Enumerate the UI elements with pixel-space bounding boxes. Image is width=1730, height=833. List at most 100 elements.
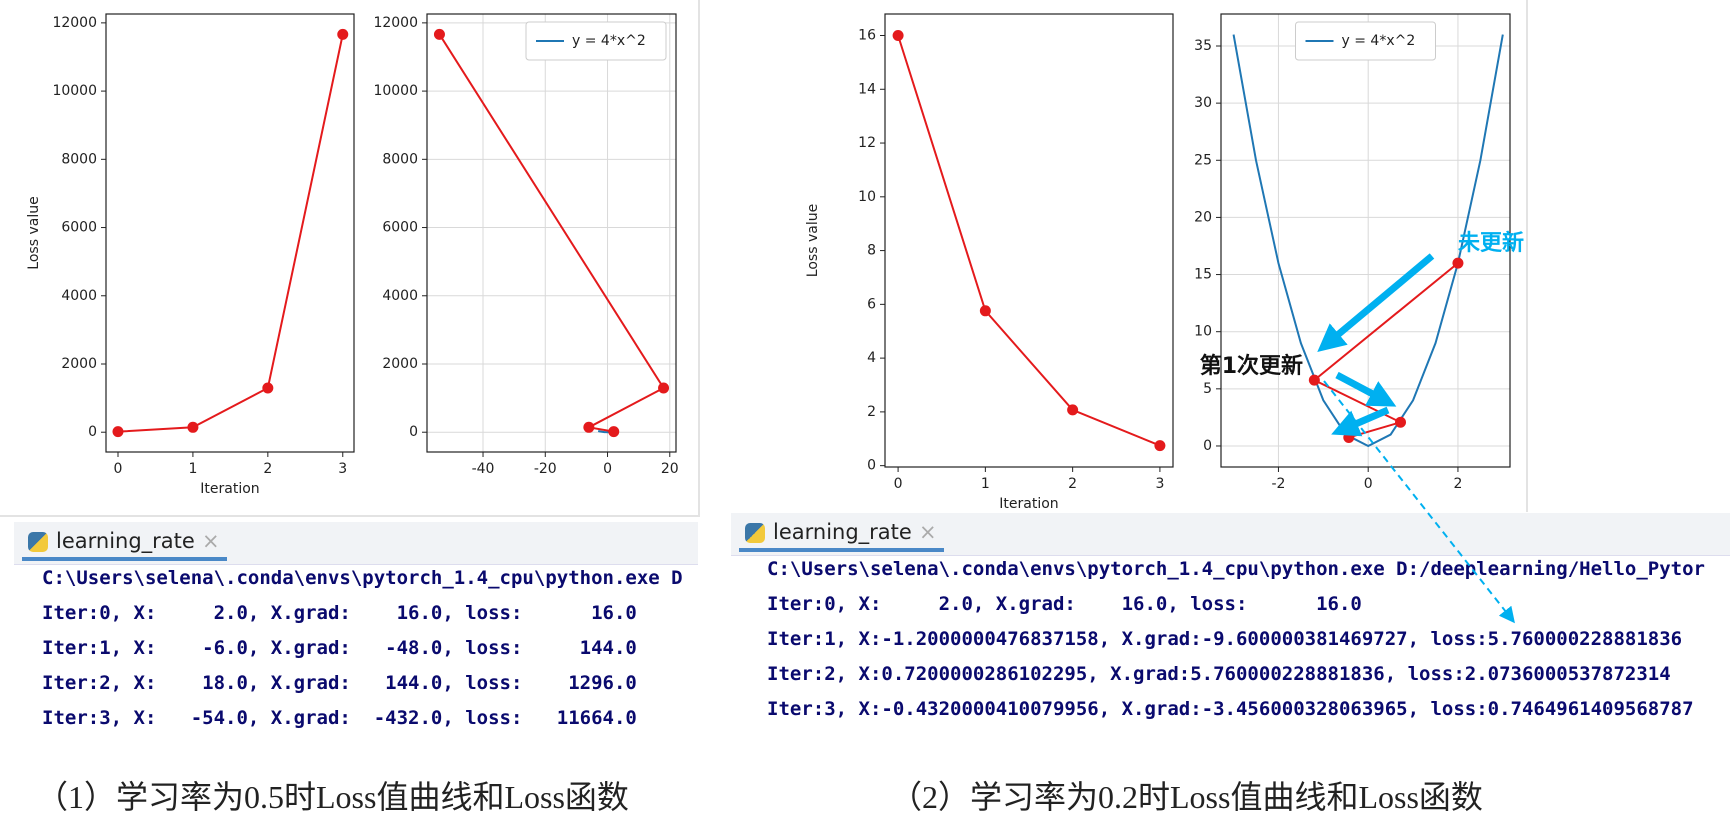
plot-area bbox=[438, 33, 665, 434]
y-tick-label: 14 bbox=[858, 81, 876, 97]
point bbox=[1067, 404, 1079, 416]
axes-frame bbox=[105, 13, 355, 453]
x-axis-label: Iteration bbox=[999, 496, 1058, 512]
x-tick-label: 20 bbox=[661, 461, 679, 477]
arrow bbox=[1331, 406, 1390, 437]
y-tick-label: 0 bbox=[1203, 438, 1212, 454]
y-tick-label: 12000 bbox=[52, 15, 97, 31]
y-tick-label: 2 bbox=[867, 404, 876, 420]
point bbox=[892, 30, 904, 42]
figure-panel bbox=[820, 0, 1528, 512]
x-tick-label: 1 bbox=[981, 476, 990, 492]
x-tick-label: 0 bbox=[894, 476, 903, 492]
legend-label: y = 4*x^2 bbox=[572, 33, 646, 49]
x-tick-label: 2 bbox=[263, 461, 272, 477]
y-tick-label: 8000 bbox=[61, 151, 97, 167]
point bbox=[337, 28, 349, 40]
arrow bbox=[1335, 371, 1397, 407]
axes-frame bbox=[1220, 13, 1511, 468]
y-tick-label: 2000 bbox=[382, 356, 418, 372]
series-line bbox=[1312, 262, 1459, 439]
legend-box bbox=[1295, 21, 1436, 61]
legend-label: y = 4*x^2 bbox=[1342, 33, 1416, 49]
console-line: Iter:0, X: 2.0, X.grad: 16.0, loss: 16.0 bbox=[42, 602, 637, 624]
x-tick-label: 1 bbox=[188, 461, 197, 477]
tab[interactable]: learning_rate bbox=[739, 513, 944, 552]
point bbox=[262, 382, 274, 394]
y-axis-label: Loss value bbox=[805, 204, 821, 277]
y-axis-label: Loss value bbox=[26, 196, 42, 269]
x-tick-label: -2 bbox=[1271, 476, 1285, 492]
y-tick-label: 0 bbox=[867, 458, 876, 474]
tab[interactable]: learning_rate bbox=[22, 522, 227, 561]
y-tick-label: 10 bbox=[858, 189, 876, 205]
x-tick-label: 0 bbox=[114, 461, 123, 477]
point bbox=[583, 421, 595, 433]
y-tick-label: 12 bbox=[858, 135, 876, 151]
series-line bbox=[897, 35, 1161, 447]
x-tick-label: 3 bbox=[1155, 476, 1164, 492]
console: learning_rate C:\Users\selena\.conda\env… bbox=[731, 513, 1730, 733]
tab-bar: learning_rate bbox=[14, 522, 698, 565]
console-line: Iter:0, X: 2.0, X.grad: 16.0, loss: 16.0 bbox=[767, 593, 1362, 615]
caption: （2）学习率为0.2时Loss值曲线和Loss函数 bbox=[890, 779, 1483, 815]
point bbox=[1308, 374, 1320, 386]
y-tick-label: 10000 bbox=[52, 83, 97, 99]
point bbox=[1395, 416, 1407, 428]
annotation: 第1次更新 bbox=[1200, 353, 1303, 379]
series-line bbox=[117, 34, 344, 433]
point bbox=[112, 426, 124, 438]
x-axis-label: Iteration bbox=[200, 481, 259, 497]
x-tick-label: 2 bbox=[1068, 476, 1077, 492]
console-line: C:\Users\selena\.conda\envs\pytorch_1.4_… bbox=[767, 558, 1705, 580]
series-line bbox=[438, 33, 665, 433]
y-tick-label: 12000 bbox=[373, 15, 418, 31]
x-tick-label: 2 bbox=[1453, 476, 1462, 492]
y-tick-label: 6 bbox=[867, 296, 876, 312]
y-tick-label: 4000 bbox=[382, 288, 418, 304]
caption: （1）学习率为0.5时Loss值曲线和Loss函数 bbox=[36, 779, 629, 815]
console-line: Iter:1, X:-1.2000000476837158, X.grad:-9… bbox=[767, 628, 1683, 650]
x-tick-label: 3 bbox=[338, 461, 347, 477]
y-tick-label: 4 bbox=[867, 350, 876, 366]
axes-frame bbox=[884, 13, 1174, 468]
console-line: C:\Users\selena\.conda\envs\pytorch_1.4_… bbox=[42, 567, 683, 589]
arrow bbox=[1317, 253, 1435, 352]
point bbox=[1343, 431, 1355, 443]
y-tick-label: 8000 bbox=[382, 151, 418, 167]
point bbox=[187, 421, 199, 433]
console: learning_rate C:\Users\selena\.conda\env… bbox=[14, 522, 698, 733]
point bbox=[1154, 440, 1166, 452]
annotation: 未更新 bbox=[1458, 230, 1524, 256]
y-tick-label: 15 bbox=[1194, 267, 1212, 283]
point bbox=[608, 426, 620, 438]
y-tick-label: 25 bbox=[1194, 152, 1212, 168]
tab-bar: learning_rate bbox=[731, 513, 1730, 556]
y-tick-label: 6000 bbox=[382, 220, 418, 236]
y-tick-label: 5 bbox=[1203, 381, 1212, 397]
y-tick-label: 0 bbox=[88, 424, 97, 440]
y-tick-label: 2000 bbox=[61, 356, 97, 372]
x-tick-label: 0 bbox=[1364, 476, 1373, 492]
y-tick-label: 35 bbox=[1194, 38, 1212, 54]
x-tick-label: -20 bbox=[534, 461, 557, 477]
y-tick-label: 0 bbox=[409, 424, 418, 440]
console-line: Iter:3, X:-0.4320000410079956, X.grad:-3… bbox=[767, 698, 1694, 720]
y-tick-label: 20 bbox=[1194, 209, 1212, 225]
plot-area bbox=[897, 35, 1161, 447]
point bbox=[433, 28, 445, 40]
dashed-arrow bbox=[1323, 380, 1515, 624]
y-tick-label: 8 bbox=[867, 243, 876, 259]
legend-box bbox=[525, 21, 667, 61]
y-tick-label: 10000 bbox=[373, 83, 418, 99]
point bbox=[1452, 257, 1464, 269]
console-line: Iter:3, X: -54.0, X.grad: -432.0, loss: … bbox=[42, 707, 637, 729]
axes-frame bbox=[426, 13, 677, 453]
y-tick-label: 6000 bbox=[61, 220, 97, 236]
y-tick-label: 30 bbox=[1194, 95, 1212, 111]
console-line: Iter:2, X: 18.0, X.grad: 144.0, loss: 12… bbox=[42, 672, 637, 694]
y-tick-label: 4000 bbox=[61, 288, 97, 304]
x-tick-label: 0 bbox=[603, 461, 612, 477]
arrows bbox=[1317, 253, 1515, 624]
